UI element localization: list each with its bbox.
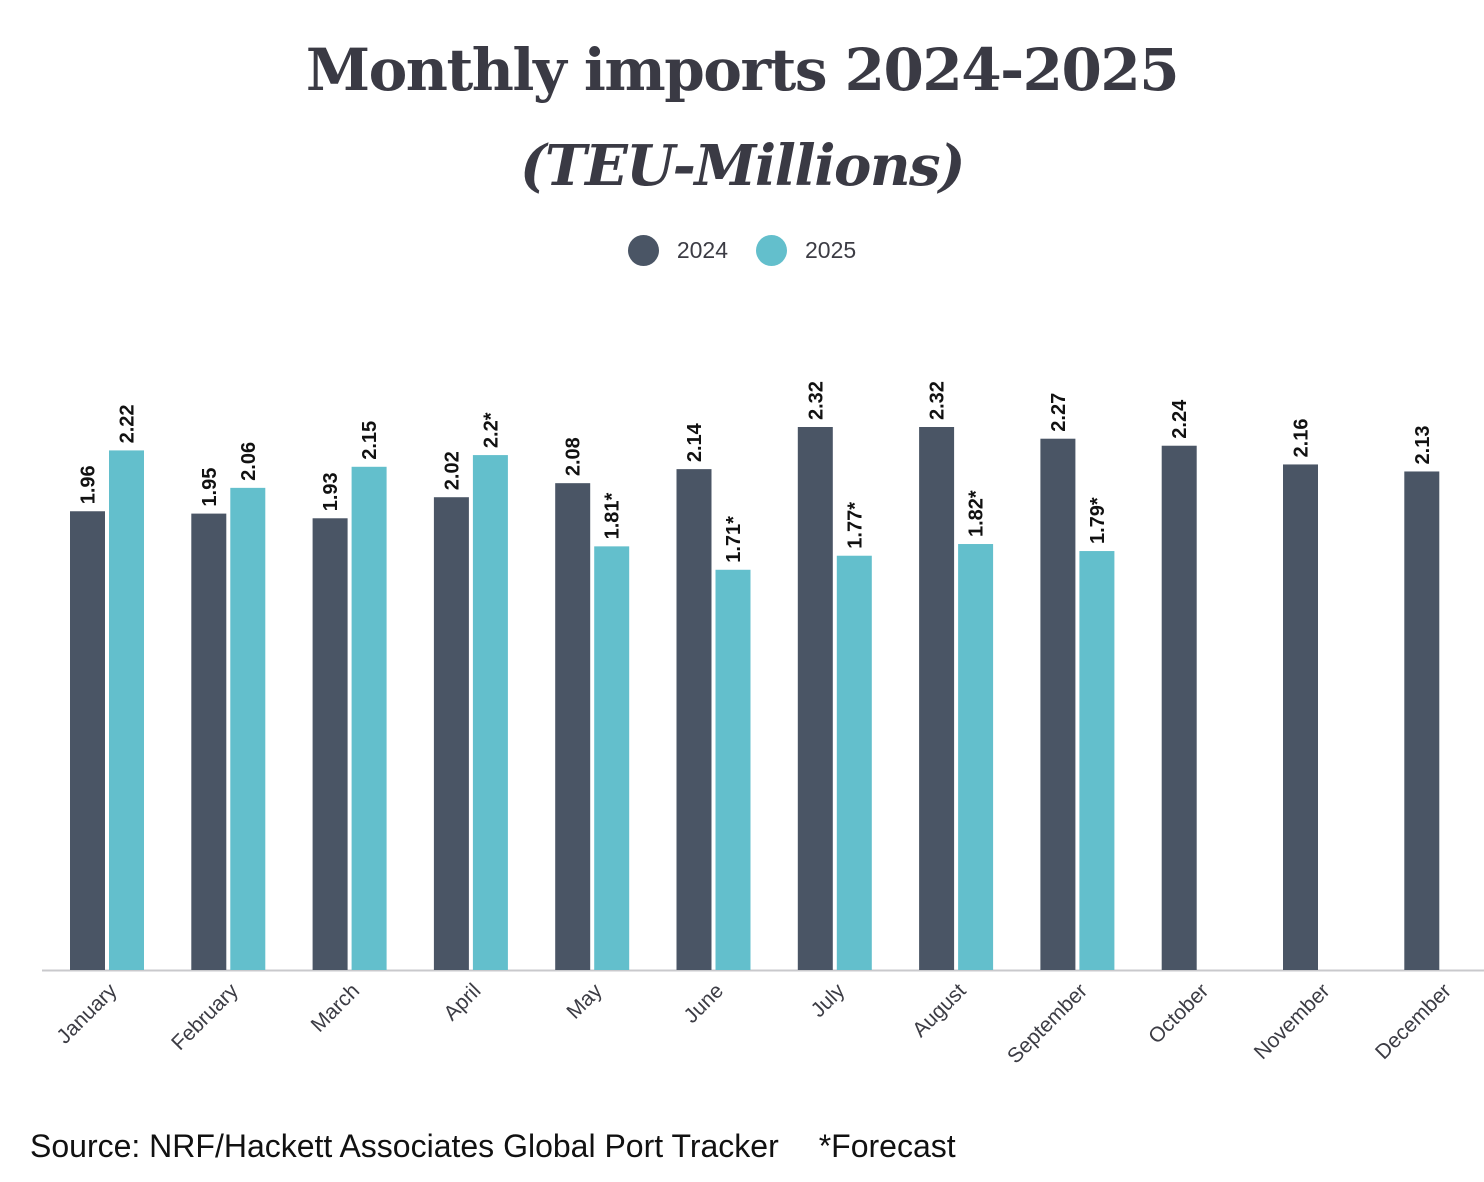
bar-2024-february [191,513,227,970]
legend-label-2024: 2024 [676,236,728,263]
data-label-2024-november: 2.16 [1291,419,1313,458]
data-label-2024-december: 2.13 [1412,426,1434,465]
legend: 2024 2025 [0,230,1484,270]
legend-item-2024: 2024 [627,234,728,266]
data-label-2025-june: 1.71* [723,516,745,563]
data-label-2024-february: 1.95 [199,468,221,507]
bar-2024-october [1161,445,1197,971]
bar-2025-february [230,487,266,970]
bar-2025-june [715,569,751,970]
bar-2025-august [958,544,994,970]
data-label-2025-july: 1.77* [844,502,866,549]
source-footer: Source: NRF/Hackett Associates Global Po… [30,1128,956,1165]
x-tick-label-march: March [307,979,365,1037]
x-tick-label-july: July [807,979,850,1022]
x-tick-label-august: August [908,979,971,1042]
data-label-2025-january: 2.22 [117,404,139,443]
forecast-note: *Forecast [818,1128,956,1164]
chart-subtitle: (TEU-Millions) [519,133,966,199]
legend-label-2025: 2025 [805,236,857,263]
x-tick-label-april: April [439,979,485,1025]
bar-2024-september [1040,438,1076,970]
x-tick-label-october: October [1144,979,1213,1048]
data-label-2024-march: 1.93 [320,472,342,511]
x-tick-label-may: May [562,979,607,1024]
data-label-2024-july: 2.32 [805,381,827,420]
bar-2025-january [109,450,144,971]
bar-2024-december [1404,471,1440,970]
data-label-2024-august: 2.32 [927,381,949,420]
data-label-2025-april: 2.2* [480,412,502,448]
data-label-2024-september: 2.27 [1048,393,1070,432]
data-label-2024-october: 2.24 [1169,399,1191,439]
data-label-2025-august: 1.82* [966,490,988,537]
data-label-2024-may: 2.08 [563,437,585,476]
bar-2024-march [312,518,348,970]
bar-2024-august [919,427,955,970]
chart-title: Monthly imports 2024-2025 [305,36,1180,104]
legend-swatch-2025 [756,234,787,266]
data-label-2024-april: 2.02 [441,451,463,490]
bar-2025-september [1079,551,1115,970]
data-label-2025-february: 2.06 [238,442,260,481]
x-tick-label-june: June [680,979,728,1027]
x-tick-label-february: February [167,979,243,1055]
source-text: Source: NRF/Hackett Associates Global Po… [30,1128,779,1164]
bar-2024-june [676,469,712,970]
bar-2024-april [433,497,469,970]
bar-2024-july [797,427,833,970]
data-label-2025-march: 2.15 [359,421,381,460]
x-tick-label-december: December [1371,979,1456,1064]
bar-2025-april [472,455,508,971]
x-tick-label-november: November [1250,979,1335,1064]
bar-2024-january [70,511,105,970]
legend-swatch-2024 [627,234,659,266]
bar-2024-may [555,483,591,970]
data-label-2025-september: 1.79* [1087,497,1109,544]
bar-2025-march [351,466,387,970]
x-tick-label-september: September [1003,979,1092,1068]
bar-chart: 1.96 2.22 January 1.95 2.06 February 1.93 2.15 M… [42,381,1484,1068]
x-tick-label-january: January [52,979,121,1048]
bar-2025-july [836,555,872,970]
legend-item-2025: 2025 [756,234,857,266]
data-label-2025-may: 1.81* [602,492,624,539]
data-label-2024-january: 1.96 [78,465,100,504]
data-label-2024-june: 2.14 [684,422,706,462]
bar-2024-november [1283,464,1318,970]
bar-2025-may [594,546,630,970]
